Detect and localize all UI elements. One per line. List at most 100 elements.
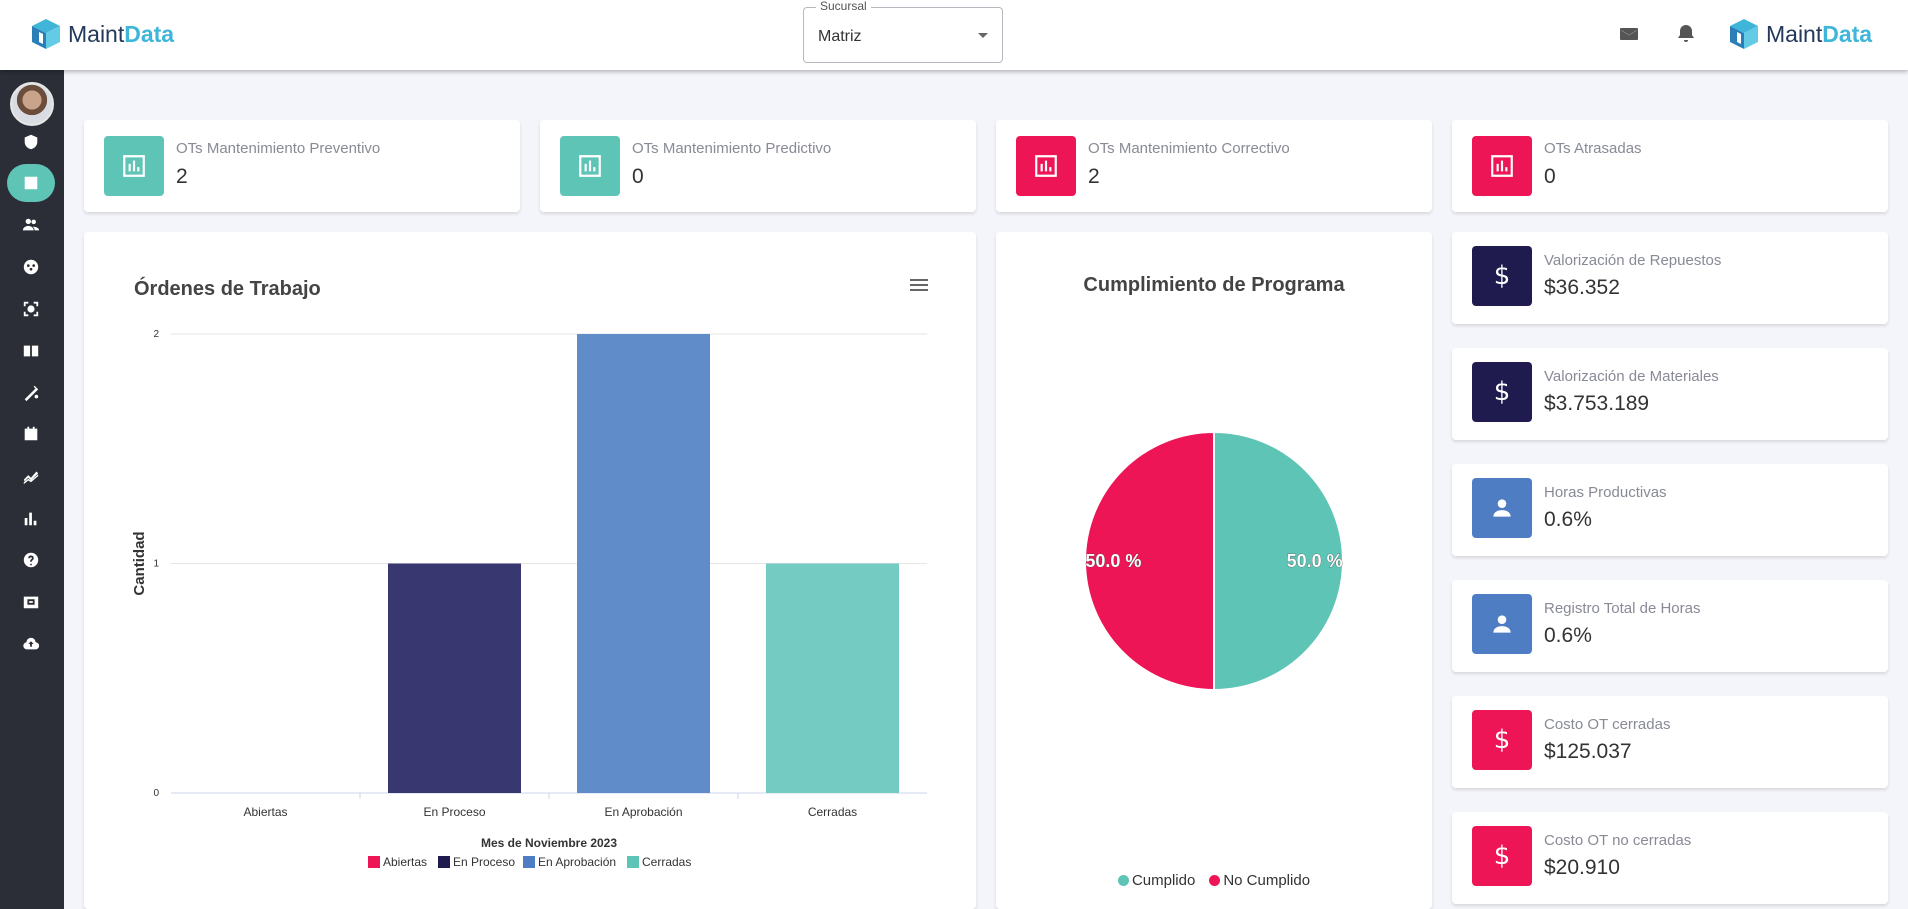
legend-swatch — [438, 856, 450, 868]
branch-select[interactable]: Sucursal Matriz — [803, 0, 1003, 63]
logo-text-maint: Maint — [1766, 20, 1823, 47]
stat-badge: $ — [1472, 246, 1532, 306]
kpi-card[interactable]: OTs Mantenimiento Predictivo 0 — [540, 120, 976, 212]
stat-label: Valorización de Repuestos — [1544, 252, 1722, 269]
pie-slice-no-cumplido[interactable] — [1084, 430, 1215, 692]
app-logo[interactable]: MaintData — [30, 17, 174, 51]
x-axis-title: Mes de Noviembre 2023 — [481, 836, 617, 850]
book-icon — [23, 345, 39, 357]
legend-label: No Cumplido — [1223, 872, 1311, 889]
group-icon — [23, 259, 39, 275]
stat-card[interactable]: $ Costo OT no cerradas $20.910 — [1452, 812, 1888, 904]
bar-chart-icon — [1035, 155, 1057, 177]
hamburger-menu-icon[interactable] — [910, 276, 928, 292]
kpi-badge — [104, 136, 164, 196]
program-compliance-card: Cumplimiento de Programa 50.0 % 50.0 % Cu… — [996, 232, 1432, 909]
legend-dot — [1209, 875, 1221, 886]
kpi-card[interactable]: OTs Atrasadas 0 — [1452, 120, 1888, 212]
dollar-icon: $ — [1493, 725, 1511, 755]
x-tick-label: Cerradas — [808, 805, 857, 819]
bar-cerradas[interactable] — [766, 563, 899, 794]
sidebar-item-bar-chart[interactable] — [7, 499, 55, 537]
tools-icon — [24, 385, 39, 402]
legend-item[interactable]: No Cumplido — [1209, 872, 1310, 889]
stat-card[interactable]: $ Valorización de Repuestos $36.352 — [1452, 232, 1888, 324]
kpi-label: OTs Atrasadas — [1544, 140, 1642, 157]
mail-icon[interactable] — [1617, 22, 1641, 46]
stat-value: $20.910 — [1544, 856, 1620, 879]
bar-chart-icon — [1491, 155, 1513, 177]
sidebar-item-tools[interactable] — [7, 374, 55, 412]
sidebar-item-group[interactable] — [7, 248, 55, 286]
stat-badge — [1472, 478, 1532, 538]
kpi-badge — [1472, 136, 1532, 196]
sidebar-item-shield-gear[interactable] — [7, 123, 55, 161]
kpi-card[interactable]: OTs Mantenimiento Preventivo 2 — [84, 120, 520, 212]
legend-item[interactable]: Cerradas — [627, 855, 691, 869]
kpi-value: 0 — [1544, 165, 1556, 188]
legend-item[interactable]: En Proceso — [438, 855, 515, 869]
stat-badge: $ — [1472, 826, 1532, 886]
legend-item[interactable]: En Aprobación — [523, 855, 616, 869]
legend-item[interactable]: Abiertas — [368, 855, 427, 869]
person-icon — [1493, 615, 1511, 633]
x-tick-label: Abiertas — [243, 805, 287, 819]
kpi-label: OTs Mantenimiento Correctivo — [1088, 140, 1290, 157]
chart-title: Órdenes de Trabajo — [134, 278, 321, 300]
cube-logo-icon — [32, 19, 60, 49]
caret-down-icon — [978, 33, 988, 38]
sidebar-item-trend[interactable] — [7, 457, 55, 495]
cube-logo-icon — [1730, 19, 1758, 49]
dollar-icon: $ — [1493, 841, 1511, 871]
sidebar-item-dashboard[interactable] — [7, 164, 55, 202]
sidebar-item-cloud-upload[interactable] — [7, 625, 55, 663]
legend-label: Cumplido — [1131, 872, 1196, 889]
top-bar: MaintData Sucursal Matriz MaintData — [0, 0, 1908, 70]
bar-chart-icon — [579, 155, 601, 177]
logo-text-data: Data — [1822, 20, 1873, 47]
x-tick-label: En Proceso — [423, 805, 485, 819]
stat-card[interactable]: Registro Total de Horas 0.6% — [1452, 580, 1888, 672]
legend-swatch — [368, 856, 380, 868]
bar-chart-icon — [24, 512, 37, 526]
bar-en-proceso[interactable] — [388, 563, 521, 794]
legend-item[interactable]: Cumplido — [1117, 872, 1196, 889]
pie-slice-cumplido[interactable] — [1213, 430, 1344, 692]
kpi-value: 0 — [632, 165, 644, 188]
stat-value: 0.6% — [1544, 508, 1592, 531]
sidebar-item-help[interactable] — [7, 541, 55, 579]
kpi-badge — [1016, 136, 1076, 196]
stat-label: Valorización de Materiales — [1544, 368, 1719, 385]
sidebar-item-users[interactable] — [7, 206, 55, 244]
y-tick-label: 2 — [153, 329, 159, 340]
stat-value: $125.037 — [1544, 740, 1632, 763]
sidebar-item-book[interactable] — [7, 332, 55, 370]
stat-card[interactable]: $ Costo OT cerradas $125.037 — [1452, 696, 1888, 788]
trend-icon — [23, 471, 39, 485]
scan-icon — [23, 301, 39, 317]
stat-value: $36.352 — [1544, 276, 1620, 299]
pie-data-label: 50.0 % — [1287, 551, 1343, 571]
stat-card[interactable]: Horas Productivas 0.6% — [1452, 464, 1888, 556]
kpi-value: 2 — [176, 165, 188, 188]
branch-select-legend: Sucursal — [816, 0, 871, 13]
sidebar-item-calendar[interactable] — [7, 415, 55, 453]
bell-icon[interactable] — [1674, 22, 1698, 46]
cloud-upload-icon — [23, 637, 40, 650]
avatar[interactable] — [10, 82, 54, 126]
stat-label: Costo OT no cerradas — [1544, 832, 1692, 849]
kpi-card[interactable]: OTs Mantenimiento Correctivo 2 — [996, 120, 1432, 212]
stat-label: Costo OT cerradas — [1544, 716, 1671, 733]
y-tick-label: 1 — [153, 559, 159, 570]
stat-value: $3.753.189 — [1544, 392, 1650, 415]
bar-en-aprobación[interactable] — [577, 334, 710, 793]
sidebar-item-toolbox[interactable] — [7, 583, 55, 621]
sidebar-item-scan[interactable] — [7, 290, 55, 328]
stat-badge: $ — [1472, 710, 1532, 770]
chart-title: Cumplimiento de Programa — [1083, 274, 1345, 296]
work-orders-chart-card: Órdenes de Trabajo 0 1 2 Abiertas En Proceso… — [84, 232, 976, 909]
program-compliance-pie-chart: 50.0 % 50.0 % — [1084, 430, 1344, 692]
legend-label: Cerradas — [642, 855, 691, 869]
dollar-icon: $ — [1493, 377, 1511, 407]
stat-card[interactable]: $ Valorización de Materiales $3.753.189 — [1452, 348, 1888, 440]
